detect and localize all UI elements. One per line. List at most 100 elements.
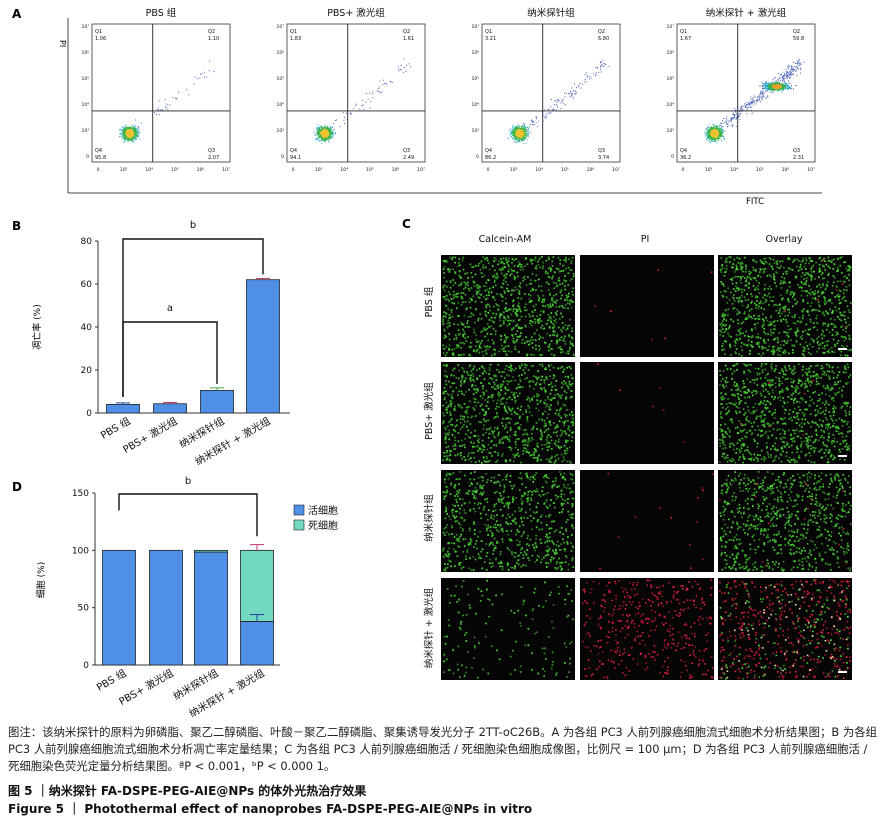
flow-plot-frame — [676, 23, 816, 163]
microscopy-image — [441, 578, 575, 680]
flow-y-axis-label: PI — [58, 40, 67, 47]
flow-q4-value: 86.2 — [485, 155, 496, 161]
flow-q4-label: Q4 — [290, 148, 297, 154]
flow-x-tick-label: 10⁷ — [807, 167, 815, 173]
flow-q4-label: Q4 — [680, 148, 687, 154]
flow-x-tick-label: 10³ — [705, 167, 713, 173]
microscopy-image — [441, 362, 575, 464]
imaging-column-header: Calcein-AM — [479, 234, 532, 245]
flow-y-tick-label: 10⁶ — [471, 50, 479, 56]
legend-label-live: 活细胞 — [308, 504, 338, 517]
flow-x-tick-label: 10⁶ — [197, 167, 205, 173]
legend-label-dead: 死细胞 — [308, 519, 338, 532]
flow-plot-4: 纳米探针 + 激光组 10⁷ 10⁶ 10⁵ 10⁴ 10³ 0 0 10³ 10⁴ 10⁵ 10⁶ 1… — [666, 7, 816, 173]
flow-y-tick-label: 10⁵ — [471, 76, 479, 82]
flow-x-axis-label: FITC — [746, 197, 764, 207]
flow-q3-value: 2.31 — [793, 155, 804, 161]
flow-y-tick-label: 10⁷ — [276, 24, 284, 30]
flow-q3-value: 2.49 — [403, 155, 414, 161]
flow-x-tick-label: 10⁵ — [366, 167, 374, 173]
flow-plot-title: PBS+ 激光组 — [327, 7, 385, 19]
flow-x-tick-label: 10⁶ — [392, 167, 400, 173]
flow-x-tick-label: 10³ — [510, 167, 518, 173]
flow-y-tick-label: 10³ — [471, 128, 479, 134]
flow-dot-cloud — [704, 59, 805, 144]
microscopy-image — [718, 470, 852, 572]
chart-d-bar-live — [149, 549, 183, 666]
chart-d-y-tick-label: 50 — [78, 604, 90, 614]
flow-q3-value: 2.07 — [208, 155, 219, 161]
flow-q2-value: 1.10 — [208, 36, 219, 42]
flow-x-tick-label: 0 — [97, 167, 100, 173]
flow-y-tick-label: 10⁴ — [81, 102, 89, 108]
flow-q1-value: 1.67 — [680, 36, 691, 42]
flow-x-tick-label: 10³ — [120, 167, 128, 173]
chart-b-significance-label: a — [167, 303, 173, 314]
flow-y-tick-label: 10⁴ — [471, 102, 479, 108]
chart-b-y-tick-label: 80 — [81, 237, 93, 247]
flow-dot-cloud — [119, 60, 215, 143]
flow-x-tick-label: 10⁴ — [145, 167, 153, 173]
flow-x-tick-label: 10⁴ — [535, 167, 543, 173]
flow-q2-value: 59.8 — [793, 36, 804, 42]
flow-q4-label: Q4 — [95, 148, 102, 154]
flow-x-tick-label: 0 — [682, 167, 685, 173]
chart-b-category-label: PBS 组 — [98, 414, 132, 441]
flow-q3-label: Q3 — [208, 148, 215, 154]
flow-y-tick-label: 10⁷ — [81, 24, 89, 30]
scale-bar — [838, 348, 847, 350]
chart-d-significance-bracket — [118, 493, 258, 537]
flow-x-tick-label: 10⁷ — [612, 167, 620, 173]
microscopy-image — [718, 362, 852, 464]
microscopy-image — [580, 578, 714, 680]
flow-q1-value: 1.83 — [290, 36, 301, 42]
imaging-row-label: PBS+ 激光组 — [423, 382, 435, 440]
chart-b-significance-label: b — [190, 220, 196, 231]
flow-y-tick-label: 10⁶ — [276, 50, 284, 56]
flow-plot-frame — [481, 23, 621, 163]
flow-x-tick-label: 10⁶ — [587, 167, 595, 173]
chart-d-significance-label: b — [185, 476, 191, 487]
flow-plot-title: 纳米探针 + 激光组 — [706, 7, 787, 19]
flow-q2-label: Q2 — [598, 29, 605, 35]
flow-y-tick-label: 10⁴ — [666, 102, 674, 108]
flow-y-tick-label: 0 — [281, 154, 284, 160]
flow-x-tick-label: 0 — [487, 167, 490, 173]
flow-plot-frame — [286, 23, 426, 163]
flow-x-tick-label: 10⁷ — [222, 167, 230, 173]
chart-b-y-tick-label: 0 — [86, 409, 92, 419]
chart-b-bar — [153, 403, 187, 414]
flow-y-tick-label: 10³ — [666, 128, 674, 134]
flow-y-tick-label: 0 — [476, 154, 479, 160]
scale-bar — [838, 671, 847, 673]
figure-caption: 图注：该纳米探针的原料为卵磷脂、聚乙二醇磷脂、叶酸－聚乙二醇磷脂、聚集诱导发光分… — [8, 725, 878, 773]
flow-y-tick-label: 10⁷ — [471, 24, 479, 30]
microscopy-image — [441, 255, 575, 357]
flow-x-tick-label: 10⁶ — [782, 167, 790, 173]
chart-d-bar-dead — [194, 549, 228, 553]
flow-q1-label: Q1 — [485, 29, 492, 35]
chart-d-bar-live — [102, 549, 136, 666]
flow-q3-value: 3.74 — [598, 155, 609, 161]
legend-swatch-live — [293, 504, 305, 516]
microscopy-image — [580, 255, 714, 357]
flow-q3-label: Q3 — [598, 148, 605, 154]
chart-b-category-label: 纳米探针 + 激光组 — [193, 414, 273, 468]
flow-q4-value: 94.1 — [290, 155, 301, 161]
chart-d-bar-dead — [240, 549, 274, 622]
imaging-column-header: PI — [641, 234, 650, 245]
microscopy-image — [718, 255, 852, 357]
flow-plot-title: PBS 组 — [146, 7, 177, 19]
chart-d-y-tick-label: 150 — [72, 489, 89, 499]
chart-b-bar — [246, 279, 280, 414]
flow-x-tick-label: 10⁵ — [561, 167, 569, 173]
flow-x-tick-label: 10⁴ — [340, 167, 348, 173]
flow-x-tick-label: 10³ — [315, 167, 323, 173]
flow-x-tick-label: 0 — [292, 167, 295, 173]
imaging-column-header: Overlay — [766, 234, 803, 245]
chart-d-bar-live — [240, 621, 274, 666]
microscopy-image — [580, 362, 714, 464]
microscopy-image — [441, 470, 575, 572]
